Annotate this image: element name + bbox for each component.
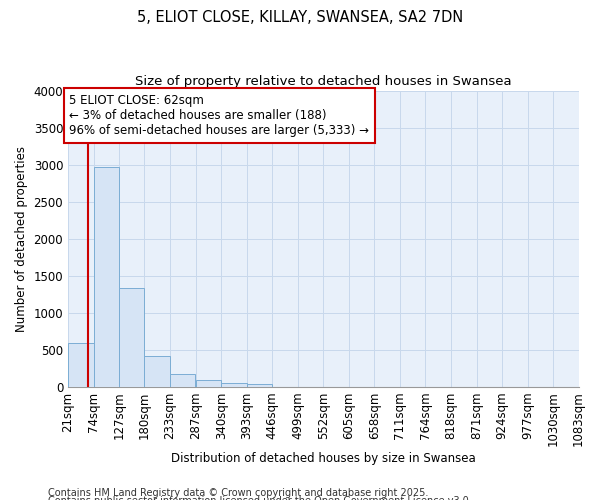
Bar	[196, 380, 221, 387]
X-axis label: Distribution of detached houses by size in Swansea: Distribution of detached houses by size …	[171, 452, 476, 465]
Y-axis label: Number of detached properties: Number of detached properties	[15, 146, 28, 332]
Text: 5 ELIOT CLOSE: 62sqm
← 3% of detached houses are smaller (188)
96% of semi-detac: 5 ELIOT CLOSE: 62sqm ← 3% of detached ho…	[70, 94, 370, 138]
Bar	[119, 288, 145, 387]
Text: 5, ELIOT CLOSE, KILLAY, SWANSEA, SA2 7DN: 5, ELIOT CLOSE, KILLAY, SWANSEA, SA2 7DN	[137, 10, 463, 25]
Title: Size of property relative to detached houses in Swansea: Size of property relative to detached ho…	[135, 75, 512, 88]
Text: Contains public sector information licensed under the Open Government Licence v3: Contains public sector information licen…	[48, 496, 472, 500]
Bar	[247, 384, 272, 387]
Bar	[94, 167, 119, 387]
Text: Contains HM Land Registry data © Crown copyright and database right 2025.: Contains HM Land Registry data © Crown c…	[48, 488, 428, 498]
Bar	[221, 383, 247, 387]
Bar	[68, 343, 94, 387]
Bar	[145, 356, 170, 387]
Bar	[170, 374, 196, 387]
